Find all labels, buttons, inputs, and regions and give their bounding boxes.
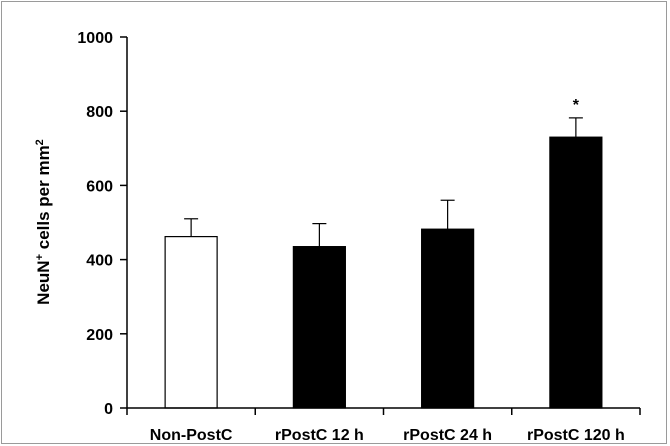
y-tick-label: 200 bbox=[86, 327, 113, 344]
bar bbox=[164, 235, 218, 409]
x-category-label: rPostC 24 h bbox=[403, 427, 492, 444]
y-tick-label: 800 bbox=[86, 104, 113, 121]
bar bbox=[549, 136, 603, 409]
y-tick-label: 400 bbox=[86, 253, 113, 270]
bar bbox=[292, 246, 346, 409]
significance-marker: * bbox=[573, 97, 580, 114]
x-category-label: rPostC 12 h bbox=[275, 427, 364, 444]
y-tick-label: 600 bbox=[86, 178, 113, 195]
bar bbox=[421, 228, 475, 409]
x-category-label: Non-PostC bbox=[150, 427, 233, 444]
y-tick-label: 0 bbox=[104, 401, 113, 418]
x-category-label: rPostC 120 h bbox=[527, 427, 625, 444]
y-tick-label: 1000 bbox=[77, 30, 113, 47]
svg-text:NeuN+ cells per mm2: NeuN+ cells per mm2 bbox=[34, 139, 53, 305]
y-axis-label: NeuN+ cells per mm2 bbox=[34, 139, 53, 305]
